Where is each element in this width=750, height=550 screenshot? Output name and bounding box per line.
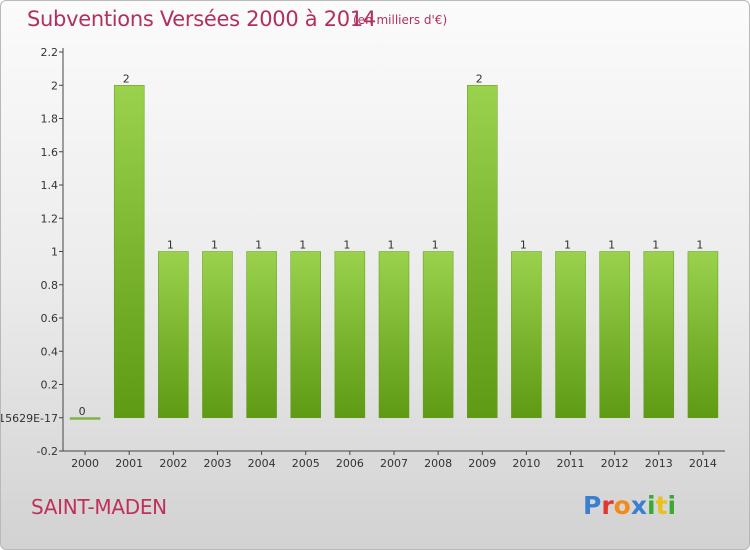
bar xyxy=(113,85,145,418)
y-tick-label: 1 xyxy=(51,246,58,259)
bar-value-label: 1 xyxy=(167,239,174,252)
y-tick-label: 2 xyxy=(51,79,58,92)
bar xyxy=(599,251,630,418)
y-tick-label: 1.4 xyxy=(41,179,59,192)
logo-letter: o xyxy=(613,491,631,520)
bar-value-label: 1 xyxy=(255,239,262,252)
x-tick-label: 2004 xyxy=(248,457,276,470)
bar-value-label: 1 xyxy=(388,239,395,252)
bar xyxy=(290,251,321,418)
y-tick-label: 1.2 xyxy=(41,212,59,225)
bar-value-label: 1 xyxy=(432,239,439,252)
logo-letter: i xyxy=(647,491,656,520)
bar-value-labels: 0 2 1 1 1 1 1 1 1 2 1 1 1 1 1 xyxy=(79,72,704,418)
logo-letter: r xyxy=(601,491,614,520)
x-tick-label: 2005 xyxy=(292,457,320,470)
bars xyxy=(69,85,719,420)
logo-letter: P xyxy=(583,491,602,520)
bar xyxy=(555,251,586,418)
x-tick-label: 2010 xyxy=(512,457,540,470)
bar xyxy=(202,251,233,418)
bar-value-label: 2 xyxy=(123,72,130,85)
y-tick-label: 0.2 xyxy=(41,379,59,392)
y-tick-label: 1.6 xyxy=(41,146,59,159)
chart-title: Subventions Versées 2000 à 2014 xyxy=(27,7,376,31)
logo-letter: x xyxy=(630,491,647,520)
x-tick-label: 2014 xyxy=(689,457,717,470)
bar-value-label: 2 xyxy=(476,72,483,85)
x-tick-label: 2006 xyxy=(336,457,364,470)
bar xyxy=(467,85,498,418)
x-tick-label: 2007 xyxy=(380,457,408,470)
x-tick-label: 2001 xyxy=(115,457,143,470)
bar-value-label: 1 xyxy=(696,239,703,252)
y-tick-label: 0.8 xyxy=(41,279,59,292)
axes: -0.2 -1.15629E-17 0.2 0.4 0.6 0.8 1 1.2 1.4 1.6 1.… xyxy=(1,46,725,470)
logo-letter: t xyxy=(655,491,668,520)
bar-value-label: 1 xyxy=(652,239,659,252)
y-tick-label: -0.2 xyxy=(37,445,58,458)
bar-value-label: 0 xyxy=(79,405,86,418)
bar xyxy=(246,251,277,418)
y-tick-label: 0.4 xyxy=(41,345,59,358)
bar-value-label: 1 xyxy=(564,239,571,252)
bar xyxy=(687,251,719,418)
x-tick-label: 2013 xyxy=(645,457,673,470)
x-tick-label: 2011 xyxy=(557,457,585,470)
bar-value-label: 1 xyxy=(520,239,527,252)
x-tick-label: 2000 xyxy=(71,457,99,470)
x-tick-label: 2002 xyxy=(159,457,187,470)
bar xyxy=(511,251,542,418)
bar xyxy=(643,251,675,418)
logo-letter: i xyxy=(667,491,677,520)
unit-note: (en milliers d'€) xyxy=(353,13,448,27)
x-tick-label: 2012 xyxy=(601,457,629,470)
bar xyxy=(378,251,410,418)
x-tick-label: 2003 xyxy=(203,457,231,470)
bar-value-label: 1 xyxy=(608,239,615,252)
y-tick-label: 0.6 xyxy=(41,312,59,325)
bar-value-label: 1 xyxy=(299,239,306,252)
y-tick-label: 1.8 xyxy=(41,113,59,126)
proxiti-logo: Proxiti xyxy=(583,491,676,520)
commune-name: SAINT-MADEN xyxy=(31,495,167,519)
bar xyxy=(69,417,101,420)
bar-value-label: 1 xyxy=(343,239,350,252)
x-tick-label: 2008 xyxy=(424,457,452,470)
y-tick-label: -1.15629E-17 xyxy=(1,412,58,425)
bar xyxy=(158,251,189,418)
bar-value-label: 1 xyxy=(211,239,218,252)
y-tick-label: 2.2 xyxy=(41,46,59,59)
x-tick-label: 2009 xyxy=(468,457,496,470)
bar xyxy=(422,251,454,418)
bar xyxy=(334,251,366,418)
